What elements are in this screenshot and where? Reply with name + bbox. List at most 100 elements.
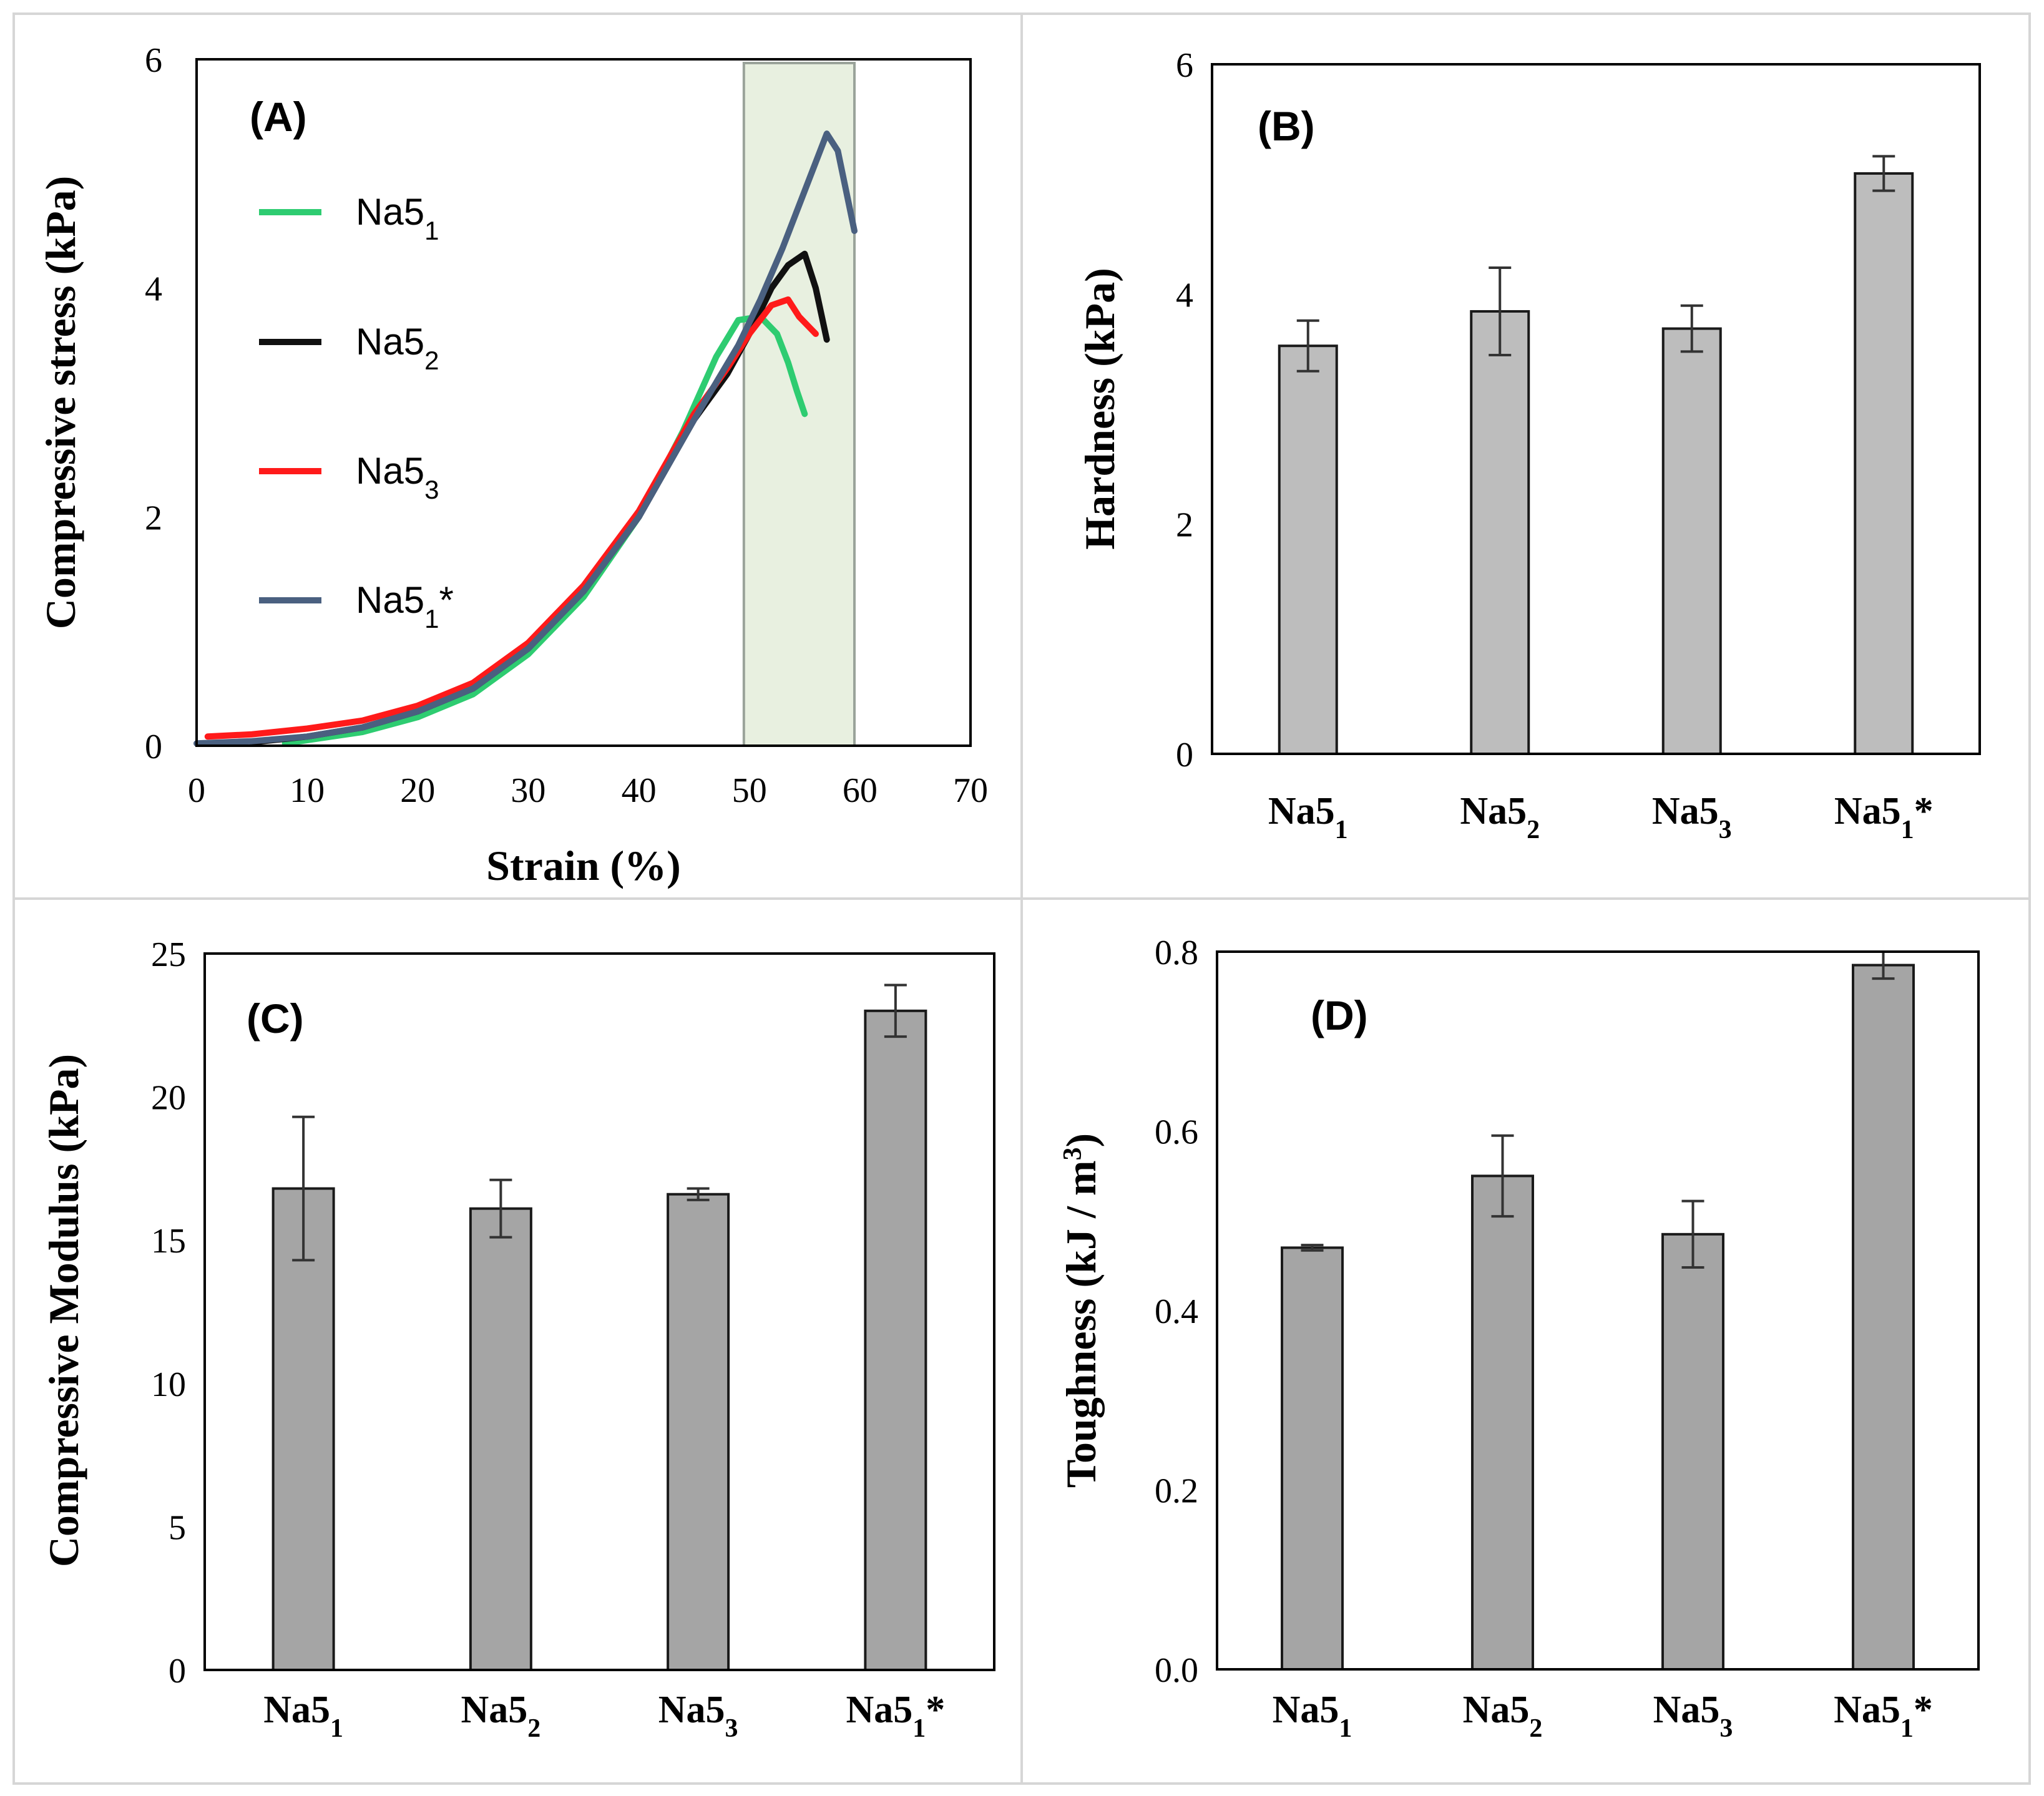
category-subscript: 1 bbox=[424, 216, 439, 245]
bar bbox=[1661, 327, 1722, 755]
y-axis-title-d: Toughness (kJ / m3) bbox=[1057, 1133, 1105, 1488]
category-subscript: 3 bbox=[1719, 816, 1732, 844]
y-tick-label: 6 bbox=[1176, 46, 1193, 85]
category-label: Na53 bbox=[658, 1689, 738, 1743]
category-subscript: 2 bbox=[1529, 1714, 1542, 1743]
legend-label: Na52 bbox=[356, 321, 439, 375]
series-curves bbox=[193, 130, 858, 747]
category-subscript: 1 bbox=[424, 604, 439, 633]
category-base: Na5 bbox=[1460, 790, 1527, 832]
y-tick-label: 6 bbox=[145, 41, 162, 80]
bar bbox=[1661, 1232, 1724, 1671]
x-tick-label: 60 bbox=[843, 771, 878, 810]
series-line-1 bbox=[281, 313, 808, 747]
category-base: Na5 bbox=[356, 321, 424, 363]
tick-labels-d: 0.0 0.2 0.4 0.6 0.8 bbox=[1155, 934, 1198, 1690]
x-tick-label: 0 bbox=[188, 771, 205, 810]
panel-a-border bbox=[12, 12, 1023, 900]
category-base: Na5 bbox=[356, 450, 424, 492]
y-tick-label: 4 bbox=[145, 270, 162, 309]
bar bbox=[667, 1193, 730, 1671]
legend-label: Na53 bbox=[356, 450, 439, 504]
category-label: Na51* bbox=[846, 1689, 945, 1743]
y-axis-title-a: Compressive stress (kPa) bbox=[37, 176, 84, 630]
category-subscript: 2 bbox=[527, 1714, 540, 1743]
x-tick-label: 10 bbox=[290, 771, 325, 810]
category-suffix: * bbox=[1914, 790, 1934, 832]
bar bbox=[1278, 344, 1338, 755]
category-label: Na51* bbox=[1834, 790, 1934, 844]
y-tick-label: 0.4 bbox=[1155, 1292, 1198, 1331]
y-tick-label: 15 bbox=[151, 1222, 186, 1261]
plot-frame-d bbox=[1216, 950, 1980, 1671]
category-base: Na5 bbox=[461, 1689, 527, 1731]
legend-label: Na51* bbox=[356, 579, 454, 633]
tick-labels-a: 0 10 20 30 40 50 60 70 0 2 4 6 bbox=[145, 41, 988, 810]
category-base: Na5 bbox=[263, 1689, 330, 1731]
panel-d-border bbox=[1020, 897, 2031, 1785]
bar bbox=[469, 1207, 532, 1671]
category-subscript: 3 bbox=[725, 1714, 738, 1743]
series-line-4 bbox=[193, 130, 858, 747]
tick-labels-b: 0 2 4 6 bbox=[1176, 46, 1193, 774]
category-subscript: 1 bbox=[1339, 1714, 1352, 1743]
category-label: Na53 bbox=[1652, 790, 1732, 844]
category-base: Na5 bbox=[1834, 1689, 1900, 1731]
panel-label-b: (B) bbox=[1258, 103, 1315, 149]
y-tick-label: 2 bbox=[1176, 506, 1193, 545]
category-base: Na5 bbox=[356, 579, 424, 621]
series-line-2 bbox=[248, 250, 830, 746]
x-tick-label: 30 bbox=[511, 771, 545, 810]
y-tick-label: 0.0 bbox=[1155, 1651, 1198, 1690]
y-axis-title-b: Hardness (kPa) bbox=[1076, 268, 1123, 549]
x-tick-label: 50 bbox=[732, 771, 767, 810]
category-label: Na52 bbox=[1463, 1689, 1543, 1743]
category-suffix: * bbox=[439, 579, 453, 621]
bar bbox=[1470, 310, 1530, 756]
y-tick-label: 5 bbox=[169, 1508, 186, 1547]
y-tick-label: 2 bbox=[145, 499, 162, 537]
category-base: Na5 bbox=[356, 191, 424, 233]
tick-labels-c: 0 5 10 15 20 25 bbox=[151, 935, 186, 1691]
bar bbox=[1281, 1246, 1344, 1671]
bar bbox=[864, 1009, 927, 1671]
x-tick-label: 20 bbox=[400, 771, 435, 810]
category-label: Na51 bbox=[1268, 790, 1348, 844]
category-suffix: * bbox=[1914, 1689, 1933, 1731]
category-subscript: 1 bbox=[330, 1714, 343, 1743]
category-subscript: 2 bbox=[424, 346, 439, 375]
y-tick-label: 25 bbox=[151, 935, 186, 974]
y-tick-label: 4 bbox=[1176, 276, 1193, 315]
x-tick-label: 70 bbox=[953, 771, 988, 810]
y-tick-label: 0.8 bbox=[1155, 934, 1198, 972]
category-base: Na5 bbox=[658, 1689, 725, 1731]
x-tick-label: 40 bbox=[622, 771, 657, 810]
category-base: Na5 bbox=[1652, 790, 1719, 832]
category-label: Na52 bbox=[1460, 790, 1540, 844]
category-base: Na5 bbox=[1463, 1689, 1530, 1731]
bar bbox=[1854, 172, 1914, 756]
plot-frame-a bbox=[195, 58, 972, 747]
category-label: Na51 bbox=[1273, 1689, 1352, 1743]
category-label: Na51* bbox=[1834, 1689, 1933, 1743]
bar bbox=[1852, 964, 1915, 1671]
bar bbox=[1471, 1174, 1534, 1671]
y-tick-label: 0.2 bbox=[1155, 1472, 1198, 1511]
y-tick-label: 0.6 bbox=[1155, 1113, 1198, 1152]
panel-label-a: (A) bbox=[250, 94, 307, 140]
category-base: Na5 bbox=[846, 1689, 912, 1731]
category-subscript: 3 bbox=[424, 475, 439, 504]
bars-c: Na51 Na52 Na53 Na51* bbox=[263, 983, 945, 1743]
legend-label: Na51 bbox=[356, 191, 439, 245]
category-base: Na5 bbox=[1268, 790, 1335, 832]
category-label: Na52 bbox=[461, 1689, 540, 1743]
y-tick-label: 10 bbox=[151, 1365, 186, 1404]
x-axis-title-a: Strain (%) bbox=[486, 842, 681, 889]
category-subscript: 1 bbox=[1901, 816, 1914, 844]
bars-b: Na51 Na52 Na53 Na51* bbox=[1268, 155, 1934, 844]
